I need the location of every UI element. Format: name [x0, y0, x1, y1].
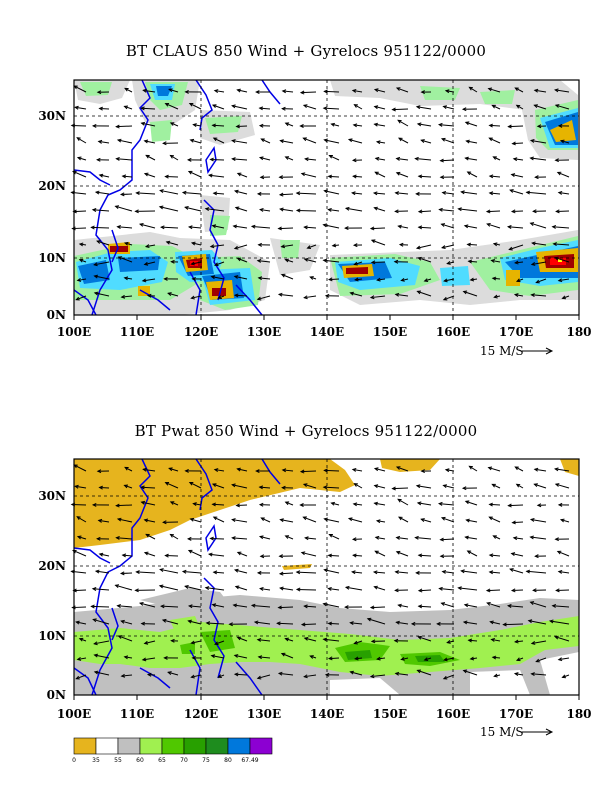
- svg-text:30N: 30N: [38, 489, 66, 503]
- svg-text:160E: 160E: [436, 707, 470, 721]
- svg-text:140E: 140E: [310, 707, 344, 721]
- colorbar-swatch: [161, 737, 185, 755]
- svg-text:170E: 170E: [499, 707, 533, 721]
- svg-text:15 M/S: 15 M/S: [480, 344, 524, 358]
- svg-text:120E: 120E: [184, 707, 218, 721]
- svg-text:110E: 110E: [120, 707, 154, 721]
- panel-2-map: 100E 110E 120E 130E 140E 150E 160E 170E …: [38, 458, 592, 764]
- svg-text:140E: 140E: [310, 325, 344, 339]
- svg-text:170E: 170E: [499, 325, 533, 339]
- svg-text:110E: 110E: [120, 325, 154, 339]
- colorbar-swatch: [139, 737, 163, 755]
- svg-text:120E: 120E: [184, 325, 218, 339]
- colorbar-label: 75: [202, 757, 210, 764]
- svg-text:15 M/S: 15 M/S: [480, 725, 524, 739]
- svg-text:100E: 100E: [57, 325, 91, 339]
- svg-text:150E: 150E: [373, 325, 407, 339]
- colorbar-swatch: [249, 737, 273, 755]
- panel-1-wind-vectors: [70, 85, 570, 301]
- colorbar-swatch: [205, 737, 229, 755]
- svg-text:30N: 30N: [38, 109, 66, 123]
- svg-text:100E: 100E: [57, 707, 91, 721]
- svg-text:180: 180: [566, 325, 591, 339]
- svg-text:130E: 130E: [247, 325, 281, 339]
- panel-2-x-axis-labels: 100E 110E 120E 130E 140E 150E 160E 170E …: [57, 707, 592, 721]
- colorbar-label: 55: [114, 757, 122, 764]
- panel-1-y-axis-labels: 30N 20N 10N 0N: [38, 109, 66, 322]
- colorbar-swatch: [117, 737, 141, 755]
- panel-1-x-axis-labels: 100E 110E 120E 130E 140E 150E 160E 170E …: [57, 325, 592, 339]
- panel-2-title: BT Pwat 850 Wind + Gyrelocs 951122/0000: [134, 422, 478, 440]
- svg-text:0N: 0N: [47, 308, 66, 322]
- svg-text:150E: 150E: [373, 707, 407, 721]
- colorbar-label: 0: [72, 757, 76, 764]
- colorbar-swatch: [95, 737, 119, 755]
- svg-text:0N: 0N: [47, 688, 66, 702]
- colorbar-label: 67.49: [241, 757, 258, 764]
- panel-2-y-axis-labels: 30N 20N 10N 0N: [38, 489, 66, 702]
- colorbar-swatch: [183, 737, 207, 755]
- panel-1-scale-vector: 15 M/S: [480, 344, 554, 358]
- svg-text:160E: 160E: [436, 325, 470, 339]
- colorbar-swatch: [73, 737, 97, 755]
- panel-2-scale-vector: 15 M/S: [480, 725, 554, 739]
- colorbar-label: 35: [92, 757, 100, 764]
- panel-2-colorbar: 0 35 55 60 65 70 75 80 67.49: [72, 737, 273, 764]
- panel-2-wind-vectors: [70, 464, 570, 680]
- colorbar-swatch: [227, 737, 251, 755]
- colorbar-label: 70: [180, 757, 188, 764]
- svg-text:130E: 130E: [247, 707, 281, 721]
- svg-text:20N: 20N: [38, 559, 66, 573]
- svg-text:20N: 20N: [38, 179, 66, 193]
- colorbar-label: 65: [158, 757, 166, 764]
- svg-text:10N: 10N: [38, 251, 66, 265]
- svg-text:10N: 10N: [38, 629, 66, 643]
- panel-1-title: BT CLAUS 850 Wind + Gyrelocs 951122/0000: [125, 42, 487, 60]
- panel-1-map: 100E 110E 120E 130E 140E 150E 160E 170E …: [38, 79, 592, 358]
- svg-text:180: 180: [566, 707, 591, 721]
- colorbar-label: 80: [224, 757, 232, 764]
- colorbar-label: 60: [136, 757, 144, 764]
